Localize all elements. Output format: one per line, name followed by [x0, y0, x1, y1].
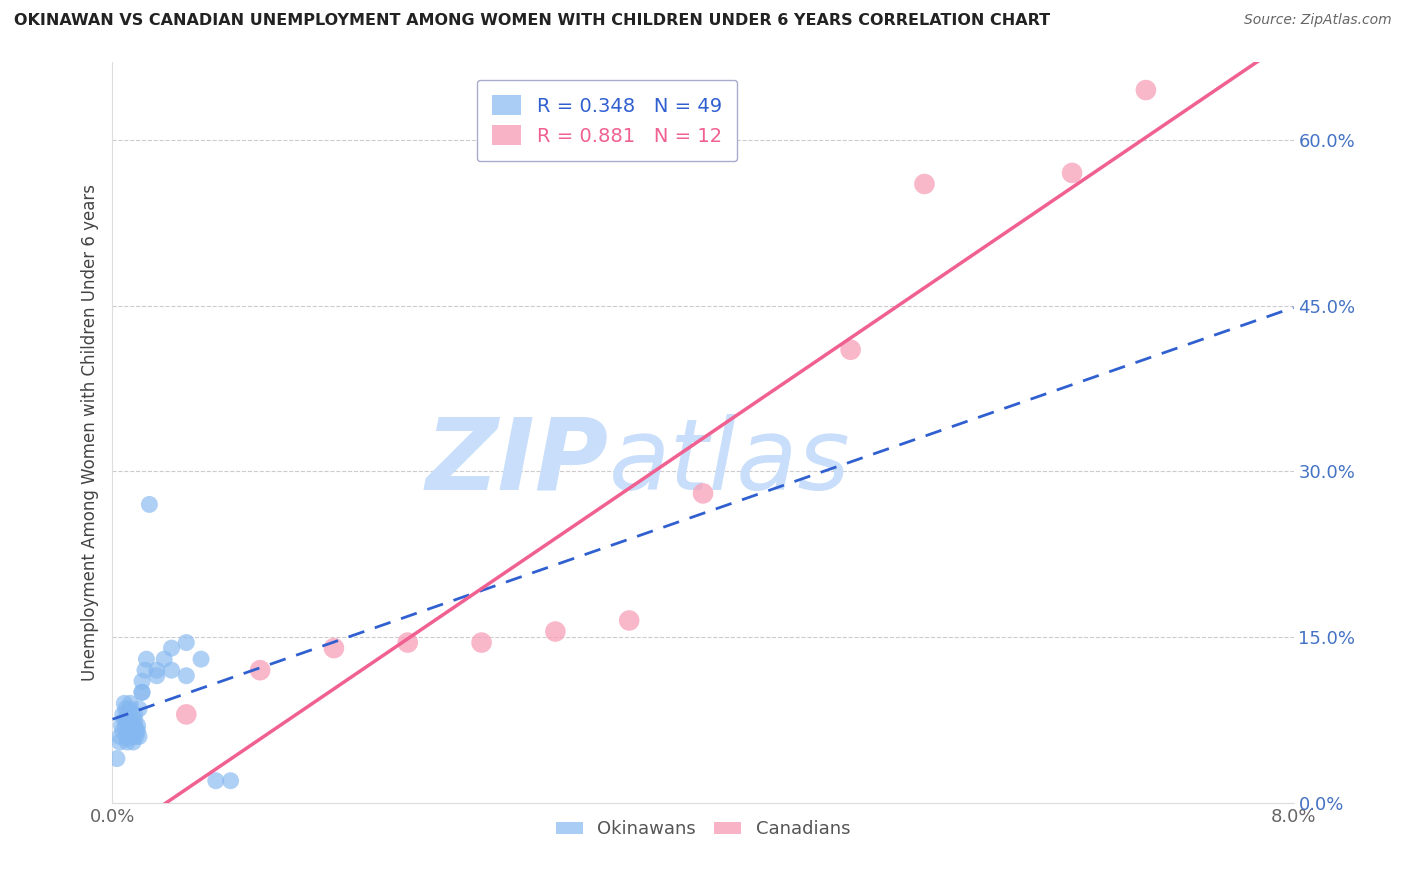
Point — [160, 641, 183, 656]
Point — [117, 713, 138, 727]
Point — [108, 730, 131, 744]
Point — [114, 702, 136, 716]
Point — [117, 727, 138, 741]
Point — [174, 635, 197, 649]
Point — [1062, 166, 1084, 180]
Point — [125, 730, 148, 744]
Point — [108, 735, 131, 749]
Point — [128, 730, 150, 744]
Y-axis label: Unemployment Among Women with Children Under 6 years: Unemployment Among Women with Children U… — [80, 184, 98, 681]
Point — [146, 663, 169, 677]
Point — [692, 486, 714, 500]
Point — [131, 685, 153, 699]
Point — [174, 707, 197, 722]
Point — [205, 773, 228, 788]
Point — [131, 685, 153, 699]
Point — [138, 498, 160, 512]
Point — [125, 723, 148, 738]
Point — [249, 663, 271, 677]
Point — [914, 177, 936, 191]
Point — [396, 635, 419, 649]
Point — [124, 718, 146, 732]
Point — [111, 707, 134, 722]
Point — [128, 702, 150, 716]
Point — [117, 723, 138, 738]
Point — [471, 635, 494, 649]
Point — [135, 652, 157, 666]
Point — [112, 713, 135, 727]
Point — [117, 721, 138, 735]
Point — [111, 723, 134, 738]
Point — [122, 730, 145, 744]
Point — [544, 624, 567, 639]
Text: atlas: atlas — [609, 414, 851, 511]
Point — [146, 669, 169, 683]
Point — [174, 669, 197, 683]
Point — [127, 718, 149, 732]
Text: Source: ZipAtlas.com: Source: ZipAtlas.com — [1244, 13, 1392, 28]
Point — [839, 343, 862, 357]
Point — [110, 718, 132, 732]
Point — [190, 652, 212, 666]
Legend: Okinawans, Canadians: Okinawans, Canadians — [548, 814, 858, 846]
Point — [120, 697, 142, 711]
Text: OKINAWAN VS CANADIAN UNEMPLOYMENT AMONG WOMEN WITH CHILDREN UNDER 6 YEARS CORREL: OKINAWAN VS CANADIAN UNEMPLOYMENT AMONG … — [14, 13, 1050, 29]
Point — [124, 707, 146, 722]
Point — [124, 713, 146, 727]
Point — [112, 697, 135, 711]
Point — [219, 773, 242, 788]
Point — [160, 663, 183, 677]
Point — [619, 614, 641, 628]
Point — [153, 652, 176, 666]
Point — [114, 718, 136, 732]
Point — [127, 723, 149, 738]
Point — [117, 731, 138, 746]
Point — [105, 751, 128, 765]
Point — [120, 702, 142, 716]
Point — [121, 723, 143, 738]
Point — [1135, 83, 1157, 97]
Point — [122, 735, 145, 749]
Point — [131, 674, 153, 689]
Point — [121, 718, 143, 732]
Text: ZIP: ZIP — [426, 414, 609, 511]
Point — [323, 641, 346, 656]
Point — [134, 663, 156, 677]
Point — [117, 735, 138, 749]
Point — [117, 707, 138, 722]
Point — [117, 716, 138, 731]
